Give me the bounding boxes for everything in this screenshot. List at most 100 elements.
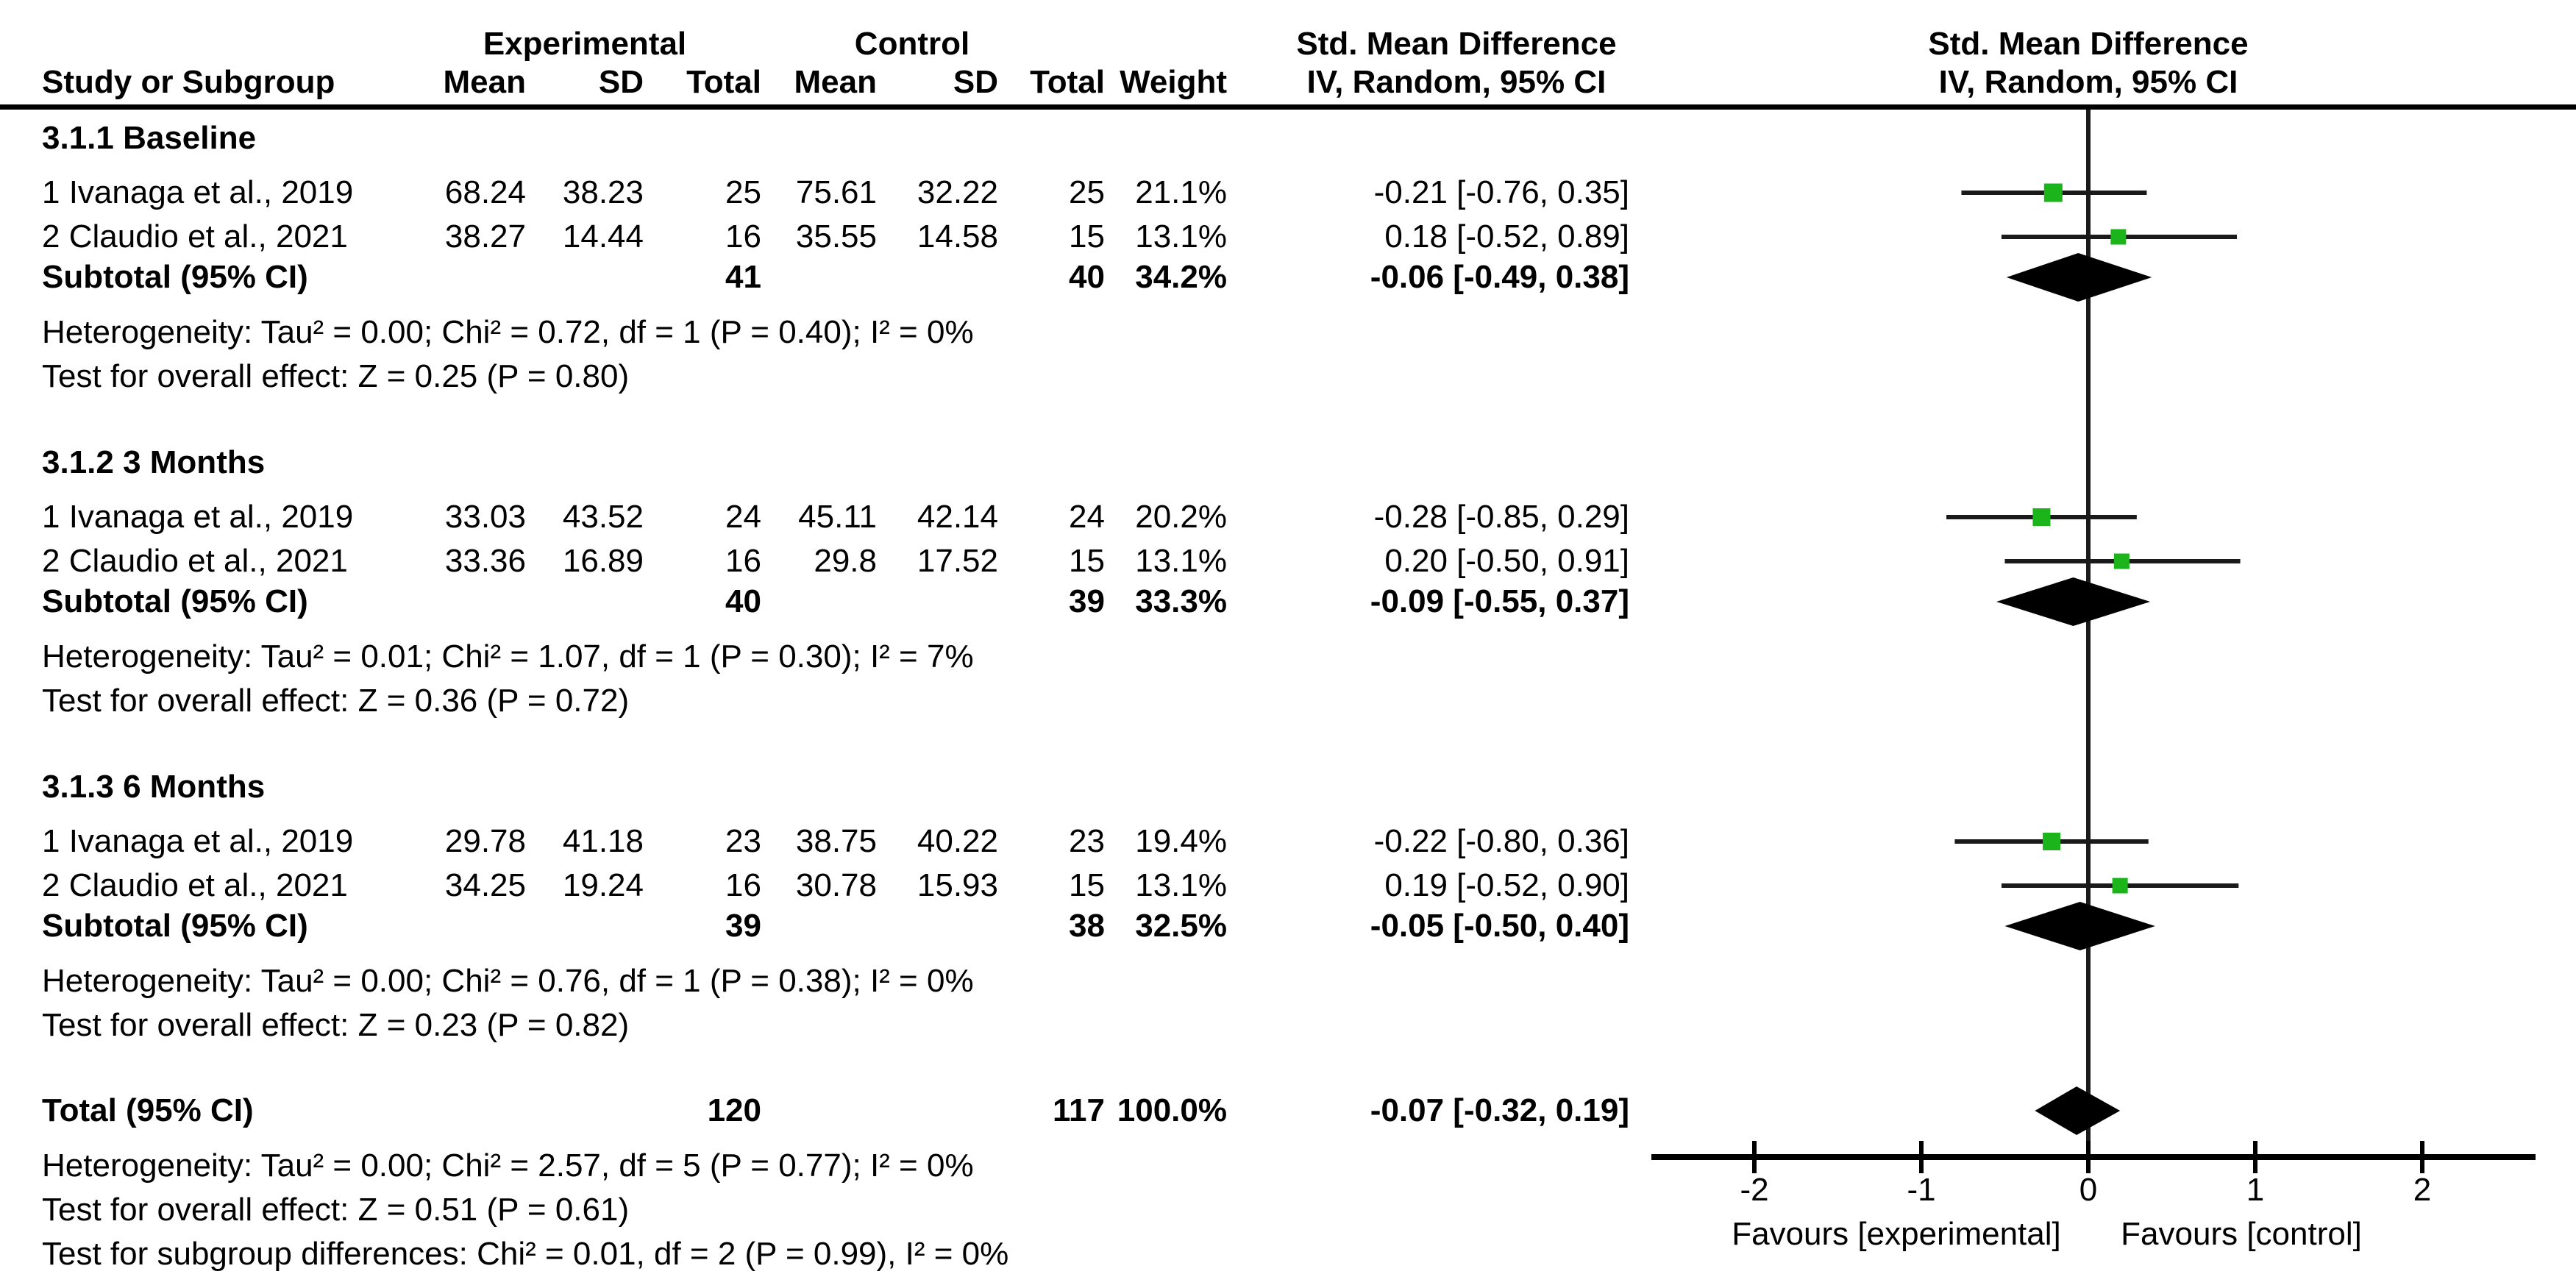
axis-tick-label: 1 <box>2246 1172 2265 1208</box>
axis-tick-label: 0 <box>2079 1172 2098 1208</box>
cell-ci-text: -0.07 [-0.32, 0.19] <box>1370 1092 1629 1128</box>
header-col-total-exp: Total <box>686 64 761 100</box>
overall-effect-note: Test for overall effect: Z = 0.36 (P = 0… <box>42 683 630 719</box>
cell-total-exp: 40 <box>725 583 761 619</box>
cell-total-exp: 24 <box>725 499 761 535</box>
cell-ci-text: 0.20 [-0.50, 0.91] <box>1384 543 1629 579</box>
cell-sd-exp: 38.23 <box>562 174 644 210</box>
cell-sd-exp: 16.89 <box>562 543 644 579</box>
cell-weight: 19.4% <box>1135 823 1227 859</box>
header-smd-text-sub: IV, Random, 95% CI <box>1306 64 1607 100</box>
heterogeneity-note: Heterogeneity: Tau² = 0.01; Chi² = 1.07,… <box>42 638 974 675</box>
cell-total-exp: 23 <box>725 823 761 859</box>
cell-mean-exp: 34.25 <box>444 867 526 903</box>
study-label: 2 Claudio et al., 2021 <box>42 867 348 903</box>
cell-ci-text: -0.21 [-0.76, 0.35] <box>1373 174 1629 210</box>
section-title: 3.1.3 6 Months <box>42 769 266 805</box>
cell-ci-text: -0.09 [-0.55, 0.37] <box>1370 583 1629 619</box>
cell-total-ctrl: 15 <box>1069 543 1105 579</box>
study-marker <box>2043 183 2063 202</box>
cell-total-ctrl: 39 <box>1069 583 1105 619</box>
cell-total-ctrl: 38 <box>1069 908 1105 944</box>
pooled-diamond <box>2035 1086 2121 1135</box>
pooled-diamond <box>2006 253 2152 302</box>
cell-weight: 32.5% <box>1135 908 1227 944</box>
cell-total-exp: 41 <box>725 259 761 295</box>
cell-weight: 13.1% <box>1135 867 1227 903</box>
axis-tick-label: 2 <box>2413 1172 2432 1208</box>
axis-tick <box>2086 1141 2091 1173</box>
section-title: 3.1.1 Baseline <box>42 120 257 156</box>
cell-mean-exp: 38.27 <box>444 218 526 255</box>
study-marker <box>2113 553 2130 569</box>
cell-weight: 13.1% <box>1135 218 1227 255</box>
cell-total-exp: 16 <box>725 867 761 903</box>
header-col-mean-exp: Mean <box>443 64 526 100</box>
cell-mean-ctrl: 45.11 <box>798 499 877 535</box>
cell-sd-ctrl: 14.58 <box>917 218 998 255</box>
x-axis-line <box>1651 1154 2536 1160</box>
cell-total-exp: 25 <box>725 174 761 210</box>
header-group-control: Control <box>854 26 970 62</box>
cell-weight: 21.1% <box>1135 174 1227 210</box>
study-label: 1 Ivanaga et al., 2019 <box>42 823 354 859</box>
header-col-sd-ctrl: SD <box>953 64 998 100</box>
heterogeneity-note: Heterogeneity: Tau² = 0.00; Chi² = 2.57,… <box>42 1148 974 1184</box>
subtotal-label: Subtotal (95% CI) <box>42 259 308 295</box>
cell-sd-exp: 14.44 <box>562 218 644 255</box>
study-label: 2 Claudio et al., 2021 <box>42 218 348 255</box>
pooled-diamond <box>1996 577 2150 626</box>
header-col-sd-exp: SD <box>598 64 644 100</box>
cell-total-exp: 16 <box>725 543 761 579</box>
subgroup-diff-note: Test for subgroup differences: Chi² = 0.… <box>42 1236 1009 1272</box>
cell-total-ctrl: 15 <box>1069 218 1105 255</box>
study-label: 1 Ivanaga et al., 2019 <box>42 174 354 210</box>
header-smd-plot-sub: IV, Random, 95% CI <box>1938 64 2238 100</box>
cell-sd-ctrl: 42.14 <box>917 499 998 535</box>
cell-mean-exp: 33.03 <box>444 499 526 535</box>
favours-left-label: Favours [experimental] <box>1732 1216 2061 1252</box>
zero-line <box>2086 110 2091 1157</box>
cell-total-exp: 120 <box>707 1092 761 1128</box>
axis-tick-label: -2 <box>1740 1172 1769 1208</box>
cell-ci-text: -0.28 [-0.85, 0.29] <box>1373 499 1629 535</box>
cell-weight: 13.1% <box>1135 543 1227 579</box>
cell-mean-exp: 68.24 <box>444 174 526 210</box>
axis-tick <box>2420 1141 2424 1173</box>
cell-weight: 100.0% <box>1117 1092 1227 1128</box>
header-col-mean-ctrl: Mean <box>794 64 877 100</box>
cell-ci-text: 0.19 [-0.52, 0.90] <box>1384 867 1629 903</box>
axis-tick <box>2253 1141 2257 1173</box>
cell-mean-exp: 33.36 <box>444 543 526 579</box>
study-marker <box>2032 508 2051 526</box>
subtotal-label: Subtotal (95% CI) <box>42 583 308 619</box>
cell-ci-text: -0.22 [-0.80, 0.36] <box>1373 823 1629 859</box>
cell-weight: 34.2% <box>1135 259 1227 295</box>
cell-mean-exp: 29.78 <box>444 823 526 859</box>
total-label: Total (95% CI) <box>42 1092 254 1128</box>
axis-tick <box>1752 1141 1757 1173</box>
cell-sd-ctrl: 32.22 <box>917 174 998 210</box>
cell-sd-exp: 43.52 <box>562 499 644 535</box>
overall-effect-note: Test for overall effect: Z = 0.23 (P = 0… <box>42 1007 630 1043</box>
cell-mean-ctrl: 38.75 <box>795 823 877 859</box>
cell-total-ctrl: 40 <box>1069 259 1105 295</box>
heterogeneity-note: Heterogeneity: Tau² = 0.00; Chi² = 0.76,… <box>42 963 974 999</box>
pooled-diamond <box>2004 902 2155 950</box>
axis-tick-label: -1 <box>1907 1172 1936 1208</box>
header-group-experimental: Experimental <box>483 26 687 62</box>
subtotal-label: Subtotal (95% CI) <box>42 908 308 944</box>
cell-mean-ctrl: 75.61 <box>795 174 877 210</box>
cell-total-exp: 39 <box>725 908 761 944</box>
cell-weight: 20.2% <box>1135 499 1227 535</box>
section-title: 3.1.2 3 Months <box>42 444 266 480</box>
cell-ci-text: -0.05 [-0.50, 0.40] <box>1370 908 1629 944</box>
axis-tick <box>1919 1141 1924 1173</box>
study-label: 2 Claudio et al., 2021 <box>42 543 348 579</box>
cell-sd-exp: 19.24 <box>562 867 644 903</box>
overall-effect-note: Test for overall effect: Z = 0.51 (P = 0… <box>42 1192 630 1228</box>
study-marker <box>2112 878 2128 894</box>
header-col-weight: Weight <box>1120 64 1227 100</box>
